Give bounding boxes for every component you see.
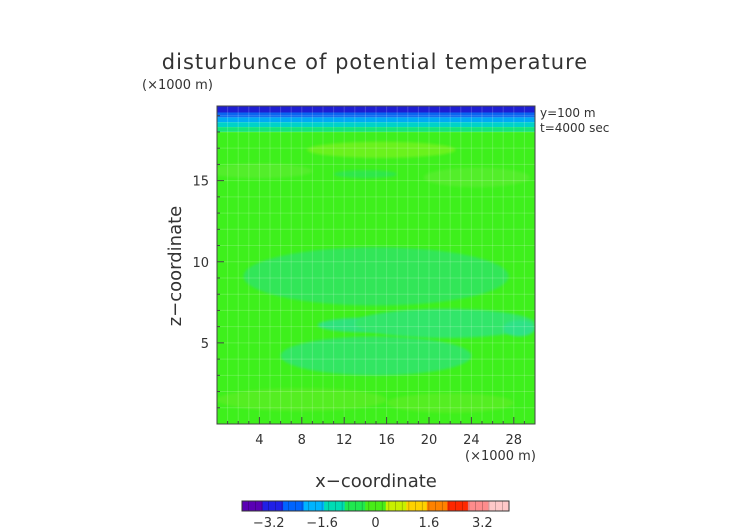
x-unit-label: (×1000 m) — [465, 449, 536, 464]
x-tick-label: 8 — [298, 433, 306, 448]
x-tick-label: 16 — [378, 433, 395, 448]
contour-region-8 — [280, 336, 472, 376]
colorbar-segment — [365, 501, 387, 511]
x-tick-label: 24 — [463, 433, 480, 448]
x-tick-label: 20 — [421, 433, 438, 448]
x-tick-label: 4 — [255, 433, 263, 448]
x-tick-label: 28 — [506, 433, 523, 448]
chart-title: disturbunce of potential temperature — [162, 50, 588, 74]
colorbar-segment — [303, 501, 325, 511]
y-unit-label: (×1000 m) — [142, 78, 213, 93]
plot-area — [217, 106, 535, 424]
colorbar-segment — [385, 501, 407, 511]
contour-region-7 — [503, 320, 535, 337]
annotation-y: y=100 m — [540, 106, 596, 120]
y-tick-label: 5 — [201, 337, 209, 352]
contour-region-9 — [217, 388, 387, 412]
contour-region-3 — [333, 170, 398, 179]
colorbar-segment — [426, 501, 448, 511]
contour-region-2 — [423, 167, 530, 188]
contour-region-6 — [354, 308, 535, 339]
contour-region-1 — [217, 163, 313, 179]
colorbar-segment — [406, 501, 428, 511]
y-tick-label: 10 — [192, 256, 209, 271]
colorbar-segment — [447, 501, 469, 511]
colorbar-frame — [241, 500, 510, 512]
axis-ticks: 4 8 12 16 20 24 28 5 10 15 — [192, 115, 525, 448]
contour-band-3 — [217, 122, 535, 128]
x-axis-label: x−coordinate — [315, 471, 437, 492]
colorbar-segment — [283, 501, 305, 511]
grid-overlay — [217, 106, 535, 424]
contour-band-1 — [217, 112, 535, 118]
contour-region-10 — [386, 393, 514, 413]
contour-band-4 — [217, 127, 535, 132]
colorbar: −3.2 −1.6 0 1.6 3.2 — [241, 500, 510, 531]
colorbar-segment — [344, 501, 366, 511]
y-tick-label: 15 — [192, 175, 209, 190]
contour-band-0 — [217, 106, 535, 113]
colorbar-tick-label: 0 — [371, 516, 379, 531]
contour-region-4 — [243, 247, 509, 306]
colorbar-tick-label: −3.2 — [253, 516, 285, 531]
colorbar-segment — [488, 501, 510, 511]
colorbar-tick-label: −1.6 — [306, 516, 338, 531]
colorbar-tick-label: 3.2 — [472, 516, 493, 531]
colorbar-segment — [467, 501, 489, 511]
y-axis-label: z−coordinate — [165, 206, 186, 327]
colorbar-segment — [262, 501, 284, 511]
contour-region-0 — [307, 141, 456, 158]
colorbar-segment — [324, 501, 346, 511]
x-tick-label: 12 — [336, 433, 353, 448]
colorbar-tick-label: 1.6 — [419, 516, 440, 531]
contour-band-2 — [217, 117, 535, 123]
colorbar-segment — [242, 501, 264, 511]
annotation-time: t=4000 sec — [540, 121, 609, 135]
